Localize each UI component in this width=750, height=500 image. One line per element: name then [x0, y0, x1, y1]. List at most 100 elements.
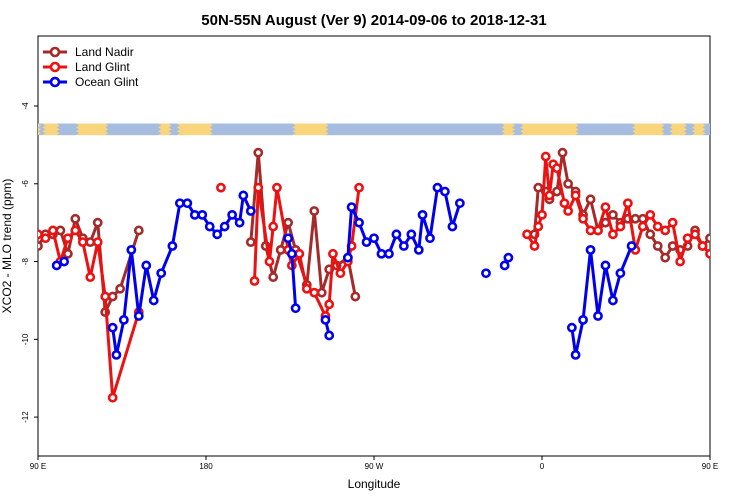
data-point	[417, 209, 428, 220]
data-point	[503, 252, 514, 263]
data-point	[652, 241, 663, 251]
y-tick-label: -10	[21, 333, 30, 345]
data-point	[593, 225, 603, 236]
data-point	[376, 248, 387, 259]
data-point	[234, 217, 245, 228]
data-point	[275, 244, 286, 255]
data-point	[216, 182, 226, 193]
data-point	[697, 241, 708, 251]
data-point	[615, 221, 626, 232]
series-ocean-glint	[51, 182, 637, 360]
data-point	[705, 233, 710, 244]
data-point	[38, 241, 43, 251]
data-point	[600, 260, 611, 271]
data-point	[667, 217, 678, 228]
data-point	[316, 287, 327, 298]
data-point	[645, 229, 656, 240]
data-point	[85, 272, 96, 283]
data-point	[447, 221, 458, 232]
data-point	[62, 233, 73, 244]
data-point	[324, 330, 335, 341]
data-point	[705, 248, 710, 259]
data-point	[51, 260, 62, 271]
data-point	[156, 268, 167, 279]
data-point	[391, 229, 402, 240]
data-point	[537, 209, 547, 220]
strip-ocean-segment	[105, 123, 162, 136]
data-point	[714, 242, 721, 249]
data-point	[533, 182, 544, 193]
data-point	[126, 244, 137, 255]
data-point	[249, 276, 260, 286]
data-point	[189, 209, 200, 220]
data-point	[350, 291, 361, 302]
data-point	[107, 322, 118, 333]
data-point	[264, 256, 275, 267]
data-point	[714, 215, 721, 222]
data-point	[92, 237, 103, 248]
data-point	[294, 248, 305, 259]
data-point	[77, 237, 88, 248]
data-point	[286, 248, 297, 259]
strip-ocean-segment	[512, 123, 524, 136]
data-point	[268, 272, 279, 283]
strip-ocean-segment	[702, 123, 710, 136]
x-tick-label: 180	[199, 462, 213, 471]
data-point	[328, 248, 338, 259]
data-point	[283, 233, 294, 244]
data-point	[454, 198, 465, 209]
strip-ocean-segment	[38, 123, 46, 136]
strip-ocean-segment	[325, 123, 505, 136]
legend-label: Land Glint	[75, 60, 130, 74]
legend-swatch-marker	[49, 76, 61, 88]
y-tick-label: -6	[21, 180, 30, 188]
data-point	[499, 260, 510, 271]
data-point	[219, 221, 230, 232]
data-point	[425, 233, 435, 244]
strip-ocean-segment	[168, 123, 180, 136]
axes: 90 E 180 90 W 0 90 E -4 -6 -8 -10 -12	[21, 102, 718, 471]
data-point	[559, 198, 570, 209]
data-point	[290, 303, 301, 314]
legend-item: Ocean Glint	[43, 75, 139, 89]
legend-item: Land Nadir	[43, 45, 134, 59]
data-point	[100, 291, 111, 302]
legend-swatch-marker	[49, 46, 61, 58]
data-point	[384, 248, 394, 259]
data-point	[622, 198, 633, 209]
data-point	[552, 163, 562, 174]
data-point	[432, 182, 443, 193]
data-point	[55, 225, 66, 236]
data-point	[729, 235, 736, 242]
data-point	[283, 217, 294, 228]
data-point	[557, 147, 568, 158]
data-point	[578, 213, 588, 224]
data-point	[630, 213, 641, 224]
data-point	[721, 219, 728, 226]
data-point	[729, 239, 736, 246]
data-point	[736, 274, 743, 281]
data-point	[361, 237, 372, 248]
data-point	[309, 287, 320, 298]
data-point	[324, 299, 335, 310]
y-axis-label: XCO2 - MLO trend (ppm)	[0, 179, 14, 314]
data-point	[167, 241, 178, 251]
data-point	[70, 225, 81, 236]
data-point	[245, 206, 256, 216]
strip-ocean-segment	[575, 123, 636, 136]
data-point	[529, 241, 540, 251]
data-point	[522, 229, 532, 240]
data-point	[346, 202, 357, 213]
data-point	[111, 349, 122, 360]
data-point	[585, 194, 596, 205]
data-point	[268, 221, 279, 232]
data-point	[544, 190, 555, 201]
series-layer	[38, 147, 743, 403]
data-point	[335, 268, 346, 279]
data-point	[62, 248, 73, 259]
strip-ocean-segment	[209, 123, 296, 136]
data-point	[721, 227, 728, 234]
data-point	[227, 209, 238, 220]
